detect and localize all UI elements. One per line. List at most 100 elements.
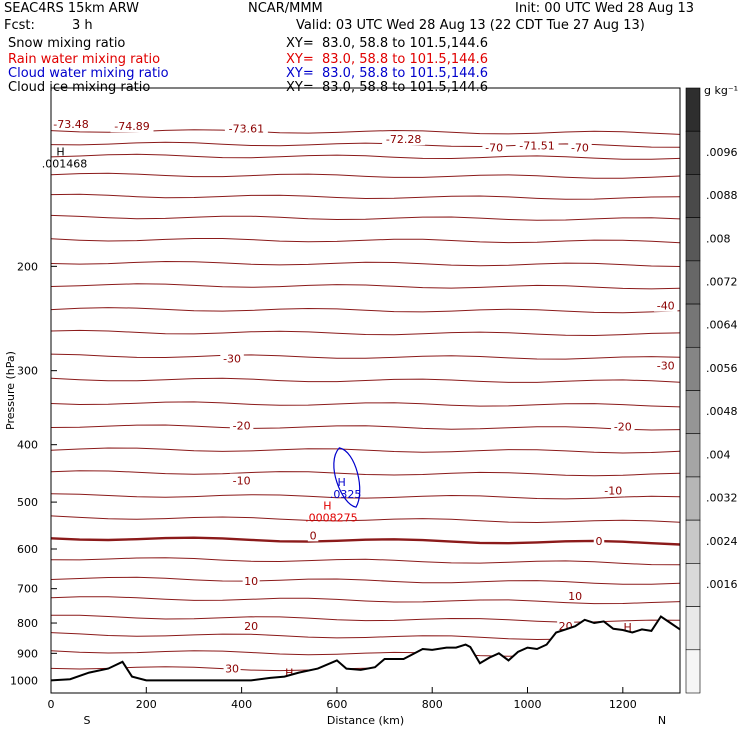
contour-label: -71.51 (519, 139, 554, 152)
colorbar-swatch (685, 649, 701, 694)
isotherm-line (50, 283, 681, 290)
extremum-value: .0325 (330, 488, 362, 501)
contour-label-bg (223, 661, 241, 675)
contour-label: 0 (310, 529, 317, 542)
isotherm-line (50, 377, 681, 383)
colorbar-label: .0088 (706, 189, 738, 202)
field-coords-snow: XY= 83.0, 58.8 to 101.5,144.6 (286, 36, 489, 51)
extremum-marker: H (338, 476, 346, 489)
contour-label: 30 (225, 663, 239, 676)
colorbar-label: .0032 (706, 492, 738, 505)
contour-label-bg (242, 574, 260, 588)
colorbar-label: .0024 (706, 535, 738, 548)
contour-label-bg (229, 418, 254, 432)
x-tick-label: 1200 (609, 698, 637, 711)
contour-label: -73.48 (53, 118, 88, 131)
extremum-marker: H (56, 146, 64, 159)
colorbar-swatch (685, 87, 701, 132)
colorbar-label: .0072 (706, 275, 738, 288)
y-tick-label: 900 (17, 647, 38, 660)
contour-label-bg (382, 132, 426, 146)
forecast-hour: 3 h (72, 18, 93, 33)
y-tick-label: 200 (17, 260, 38, 273)
contour-label-bg (611, 419, 635, 433)
extremum-marker: H (285, 667, 293, 680)
model-name: SEAC4RS 15km ARW (4, 1, 140, 16)
organization: NCAR/MMM (248, 1, 323, 16)
isotherm-line (50, 260, 681, 267)
field-coords-cloud-water: XY= 83.0, 58.8 to 101.5,144.6 (286, 66, 489, 81)
x-tick-label: 1000 (514, 698, 542, 711)
colorbar-label: .0064 (706, 319, 738, 332)
colorbar-swatch (685, 519, 701, 564)
isotherm-line (50, 515, 681, 524)
colorbar-swatch (685, 433, 701, 478)
isotherm-line (50, 470, 681, 477)
contour-label: -74.89 (114, 120, 149, 133)
field-title-cloud-water: Cloud water mixing ratio (8, 66, 169, 81)
contour-label: -20 (614, 421, 632, 434)
plot-frame (50, 87, 681, 694)
field-title-rain: Rain water mixing ratio (8, 52, 161, 67)
contour-label-bg (515, 138, 559, 152)
cloud-water-contour (333, 447, 361, 508)
contour-label-bg (593, 534, 605, 548)
contour-label: -30 (223, 352, 241, 365)
isotherm-line (50, 238, 681, 244)
terrain-fill (51, 616, 680, 693)
x-axis-label: Distance (km) (327, 714, 404, 727)
isotherm-line (50, 447, 681, 454)
extremum-value: .001468 (42, 158, 88, 171)
colorbar-swatch (685, 606, 701, 651)
contour-label: 10 (244, 575, 258, 588)
field-title-snow: Snow mixing ratio (8, 36, 126, 51)
x-tick-label: 400 (231, 698, 252, 711)
colorbar-swatch (685, 174, 701, 218)
isotherm-line (50, 329, 681, 337)
contour-label-bg (49, 116, 93, 130)
contour-label: 10 (568, 590, 582, 603)
contour-label-bg (110, 119, 154, 133)
y-axis-label: Pressure (hPa) (4, 351, 17, 430)
isotherm-line (50, 193, 681, 200)
contour-label-bg (224, 121, 268, 135)
isotherm-line (50, 424, 681, 431)
isotherm-line (50, 576, 681, 585)
y-tick-label: 800 (17, 617, 38, 630)
extremum-marker: H (323, 500, 331, 513)
isotherm-line (50, 614, 681, 623)
temperature-contours: -73.48 -74.89 -73.61 -72.28 -70 -71.51 -70 -40 -… (42, 116, 681, 693)
contour-label: 0 (595, 535, 602, 548)
isotherm-line (50, 172, 681, 179)
valid-time: Valid: 03 UTC Wed 28 Aug 13 (22 CDT Tue … (296, 18, 645, 33)
colorbar-unit: g kg⁻¹ (704, 84, 738, 97)
colorbar: .0096 .0088 .008 .0072 .0064 .0056 .0048 .004 .0… (685, 84, 738, 694)
contour-label: -10 (604, 485, 622, 498)
colorbar-label: .0096 (706, 146, 738, 159)
contour-label-bg (307, 528, 319, 542)
init-time: Init: 00 UTC Wed 28 Aug 13 (515, 1, 695, 16)
contour-label-bg (242, 619, 260, 633)
colorbar-swatch (685, 303, 701, 348)
isotherm-line (50, 353, 681, 360)
endpoint-south: S (84, 714, 91, 727)
x-tick-label: 0 (48, 698, 55, 711)
colorbar-swatch (685, 563, 701, 607)
contour-label-bg (566, 588, 584, 602)
extremum-value: .0008275 (305, 512, 358, 525)
contour-label-bg (568, 140, 592, 154)
colorbar-label: .0016 (706, 578, 738, 591)
contour-label: -40 (657, 300, 675, 313)
x-tick-label: 600 (326, 698, 347, 711)
forecast-label: Fcst: (4, 18, 35, 33)
contour-label: 20 (244, 620, 258, 633)
contour-label-bg (601, 483, 626, 497)
colorbar-swatch (685, 390, 701, 435)
isotherm-line (50, 401, 681, 408)
y-tick-label: 500 (17, 496, 38, 509)
isotherm-line (50, 557, 681, 566)
contour-label: -20 (233, 419, 251, 432)
colorbar-label: .008 (706, 232, 731, 245)
contour-label-bg (482, 140, 506, 154)
